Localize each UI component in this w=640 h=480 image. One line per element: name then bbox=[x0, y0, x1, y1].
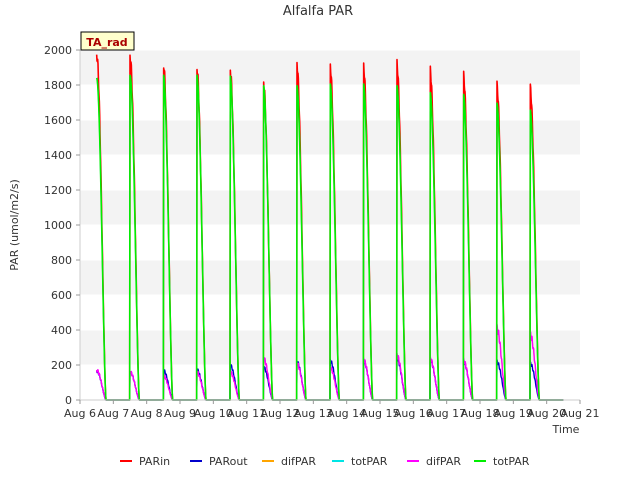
x-tick-label: Aug 17 bbox=[427, 407, 466, 420]
x-tick-label: Aug 16 bbox=[394, 407, 433, 420]
y-tick-label: 400 bbox=[51, 324, 72, 337]
x-tick-label: Aug 21 bbox=[561, 407, 600, 420]
x-tick-label: Aug 8 bbox=[131, 407, 163, 420]
legend-label: totPAR bbox=[493, 455, 530, 468]
x-axis-label: Time bbox=[552, 423, 580, 436]
legend: PARin PARout difPAR totPAR difPAR totPAR bbox=[120, 455, 530, 468]
y-tick-label: 1200 bbox=[44, 184, 72, 197]
x-tick-label: Aug 19 bbox=[494, 407, 533, 420]
x-tick-label: Aug 10 bbox=[194, 407, 233, 420]
x-tick-label: Aug 15 bbox=[361, 407, 400, 420]
chart-title: Alfalfa PAR bbox=[283, 4, 353, 19]
y-tick-label: 800 bbox=[51, 254, 72, 267]
annotation-box: TA_rad bbox=[80, 31, 135, 51]
y-tick-label: 1600 bbox=[44, 114, 72, 127]
x-tick-label: Aug 11 bbox=[227, 407, 266, 420]
legend-label: difPAR bbox=[426, 455, 461, 468]
y-tick-label: 2000 bbox=[44, 44, 72, 57]
x-tick-label: Aug 12 bbox=[261, 407, 300, 420]
x-tick-label: Aug 18 bbox=[461, 407, 500, 420]
x-tick-label: Aug 20 bbox=[527, 407, 566, 420]
y-tick-label: 0 bbox=[65, 394, 72, 407]
legend-label: totPAR bbox=[351, 455, 388, 468]
y-tick-label: 1800 bbox=[44, 79, 72, 92]
y-tick-label: 1000 bbox=[44, 219, 72, 232]
x-tick-label: Aug 14 bbox=[327, 407, 366, 420]
y-axis-label: PAR (umol/m2/s) bbox=[8, 179, 21, 271]
y-tick-label: 600 bbox=[51, 289, 72, 302]
x-tick-label: Aug 13 bbox=[294, 407, 333, 420]
y-tick-label: 1400 bbox=[44, 149, 72, 162]
annotation-text: TA_rad bbox=[86, 36, 127, 49]
x-tick-label: Aug 6 bbox=[64, 407, 96, 420]
legend-label: difPAR bbox=[281, 455, 316, 468]
legend-label: PARout bbox=[209, 455, 248, 468]
x-tick-label: Aug 7 bbox=[97, 407, 129, 420]
y-tick-label: 200 bbox=[51, 359, 72, 372]
legend-label: PARin bbox=[139, 455, 170, 468]
x-tick-label: Aug 9 bbox=[164, 407, 196, 420]
